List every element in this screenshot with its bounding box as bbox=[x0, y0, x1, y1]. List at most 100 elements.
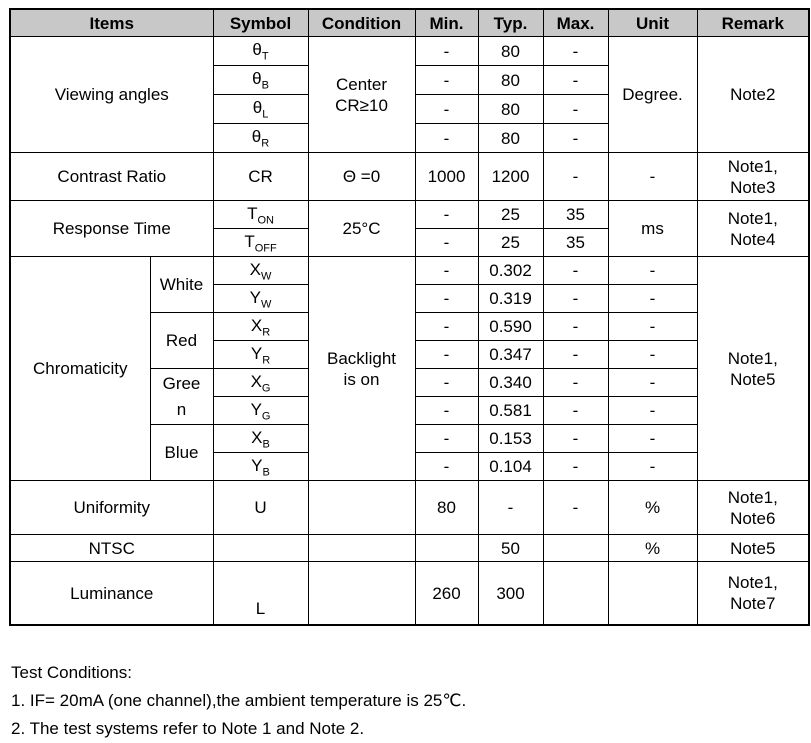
chromaticity-min: - bbox=[414, 340, 479, 369]
sym-base: θ bbox=[252, 69, 262, 89]
sym-subscript: B bbox=[261, 79, 269, 92]
sym-subscript: W bbox=[260, 298, 272, 311]
sym-base: Y bbox=[250, 343, 263, 363]
contrast-symbol-cell: CR bbox=[212, 152, 309, 201]
response-typ: 25 bbox=[477, 228, 544, 257]
response-max: 35 bbox=[542, 200, 609, 229]
test-conditions-title: Test Conditions: bbox=[11, 663, 132, 682]
response-symbol-t-on: TON bbox=[212, 200, 309, 229]
viewing-angles-max: - bbox=[542, 94, 609, 124]
uniformity-typ: - bbox=[477, 480, 544, 535]
condition-line: CR≥10 bbox=[335, 95, 388, 115]
response-unit-cell: ms bbox=[607, 200, 698, 257]
chromaticity-max: - bbox=[542, 340, 609, 369]
sym-base: θ bbox=[252, 40, 262, 60]
sym-subscript: T bbox=[261, 50, 269, 63]
table-row: TOFF - 25 35 bbox=[10, 228, 809, 257]
sym-subscript: L bbox=[262, 108, 269, 121]
chromaticity-min: - bbox=[414, 424, 479, 453]
response-max: 35 bbox=[542, 228, 609, 257]
viewing-angles-symbol-theta-r: θR bbox=[212, 123, 309, 153]
uniformity-remark-cell: Note1, Note6 bbox=[696, 480, 810, 535]
table-row: Contrast Ratio CR Θ =0 1000 1200 - - Not… bbox=[9, 152, 810, 201]
chromaticity-group-blue: Blue bbox=[149, 424, 214, 481]
sym-base: X bbox=[250, 315, 263, 335]
response-min: - bbox=[414, 228, 479, 257]
chromaticity-min: - bbox=[414, 284, 479, 313]
viewing-angles-typ: 80 bbox=[477, 36, 544, 66]
viewing-angles-condition-cell: Center CR≥10 bbox=[307, 36, 416, 153]
optical-characteristics-table: Items Symbol Condition Min. Typ. Max. Un… bbox=[9, 8, 811, 626]
chromaticity-min: - bbox=[414, 256, 479, 285]
sym-subscript: R bbox=[261, 137, 270, 150]
chromaticity-symbol-yw: YW bbox=[212, 284, 309, 313]
chromaticity-item-cell: Chromaticity bbox=[9, 256, 151, 481]
viewing-angles-typ: 80 bbox=[477, 94, 544, 124]
chromaticity-typ: 0.581 bbox=[477, 396, 544, 425]
luminance-min: 260 bbox=[414, 561, 479, 626]
sym-subscript: R bbox=[262, 326, 271, 339]
ntsc-symbol-cell bbox=[212, 534, 309, 562]
header-cell-max: Max. bbox=[542, 8, 609, 37]
chromaticity-unit: - bbox=[607, 284, 698, 313]
chromaticity-min: - bbox=[414, 396, 479, 425]
contrast-unit-cell: - bbox=[607, 152, 698, 201]
chromaticity-max: - bbox=[542, 312, 609, 341]
viewing-angles-symbol-theta-b: θB bbox=[212, 65, 309, 95]
chromaticity-remark-cell: Note1, Note5 bbox=[696, 256, 810, 481]
table-row: YR - 0.347 - - bbox=[10, 340, 809, 369]
contrast-remark-cell: Note1, Note3 bbox=[696, 152, 810, 201]
chromaticity-max: - bbox=[542, 368, 609, 397]
ntsc-max bbox=[542, 534, 609, 562]
group-label: Green bbox=[162, 373, 201, 419]
header-cell-condition: Condition bbox=[307, 8, 416, 37]
contrast-max: - bbox=[542, 152, 609, 201]
chromaticity-unit: - bbox=[607, 424, 698, 453]
remark-line: Note1, bbox=[727, 487, 778, 507]
chromaticity-symbol-xw: XW bbox=[212, 256, 309, 285]
remark-line: Note3 bbox=[730, 177, 776, 197]
chromaticity-typ: 0.590 bbox=[477, 312, 544, 341]
viewing-angles-min: - bbox=[414, 65, 479, 95]
sym-base: X bbox=[249, 259, 261, 279]
luminance-remark-cell: Note1, Note7 bbox=[696, 561, 810, 626]
viewing-angles-min: - bbox=[414, 36, 479, 66]
response-remark-cell: Note1, Note4 bbox=[696, 200, 810, 257]
chromaticity-symbol-yb: YB bbox=[212, 452, 309, 481]
table-row: θR - 80 - bbox=[10, 123, 809, 153]
chromaticity-symbol-xb: XB bbox=[212, 424, 309, 453]
header-cell-remark: Remark bbox=[696, 8, 810, 37]
header-cell-symbol: Symbol bbox=[212, 8, 309, 37]
sym-base: Y bbox=[251, 455, 263, 475]
viewing-angles-max: - bbox=[542, 123, 609, 153]
sym-base: X bbox=[250, 371, 262, 391]
chromaticity-group-white: White bbox=[149, 256, 214, 313]
test-conditions-line-1: 1. IF= 20mA (one channel),the ambient te… bbox=[11, 691, 467, 710]
chromaticity-max: - bbox=[542, 284, 609, 313]
uniformity-max: - bbox=[542, 480, 609, 535]
table-row: Uniformity U 80 - - % Note1, Note6 bbox=[9, 480, 810, 535]
chromaticity-unit: - bbox=[607, 340, 698, 369]
sym-subscript: R bbox=[262, 354, 271, 367]
header-cell-typ: Typ. bbox=[477, 8, 544, 37]
contrast-condition-cell: Θ =0 bbox=[307, 152, 416, 201]
chromaticity-min: - bbox=[414, 312, 479, 341]
contrast-min: 1000 bbox=[414, 152, 479, 201]
table-row: NTSC 50 % Note5 bbox=[9, 534, 810, 562]
viewing-angles-unit-cell: Degree. bbox=[607, 36, 698, 153]
chromaticity-min: - bbox=[414, 368, 479, 397]
sym-base: θ bbox=[251, 127, 262, 147]
luminance-condition-cell bbox=[307, 561, 416, 626]
ntsc-item-cell: NTSC bbox=[9, 534, 214, 562]
chromaticity-typ: 0.347 bbox=[477, 340, 544, 369]
viewing-angles-symbol-theta-t: θT bbox=[212, 36, 309, 66]
condition-line: Center bbox=[336, 74, 388, 94]
test-conditions-section: Test Conditions: 1. IF= 20mA (one channe… bbox=[11, 659, 811, 743]
sym-subscript: G bbox=[261, 410, 271, 423]
chromaticity-group-green: Green bbox=[149, 368, 214, 425]
remark-line: Note1, bbox=[727, 208, 778, 228]
ntsc-condition-cell bbox=[307, 534, 416, 562]
viewing-angles-typ: 80 bbox=[477, 123, 544, 153]
uniformity-condition-cell bbox=[307, 480, 416, 535]
